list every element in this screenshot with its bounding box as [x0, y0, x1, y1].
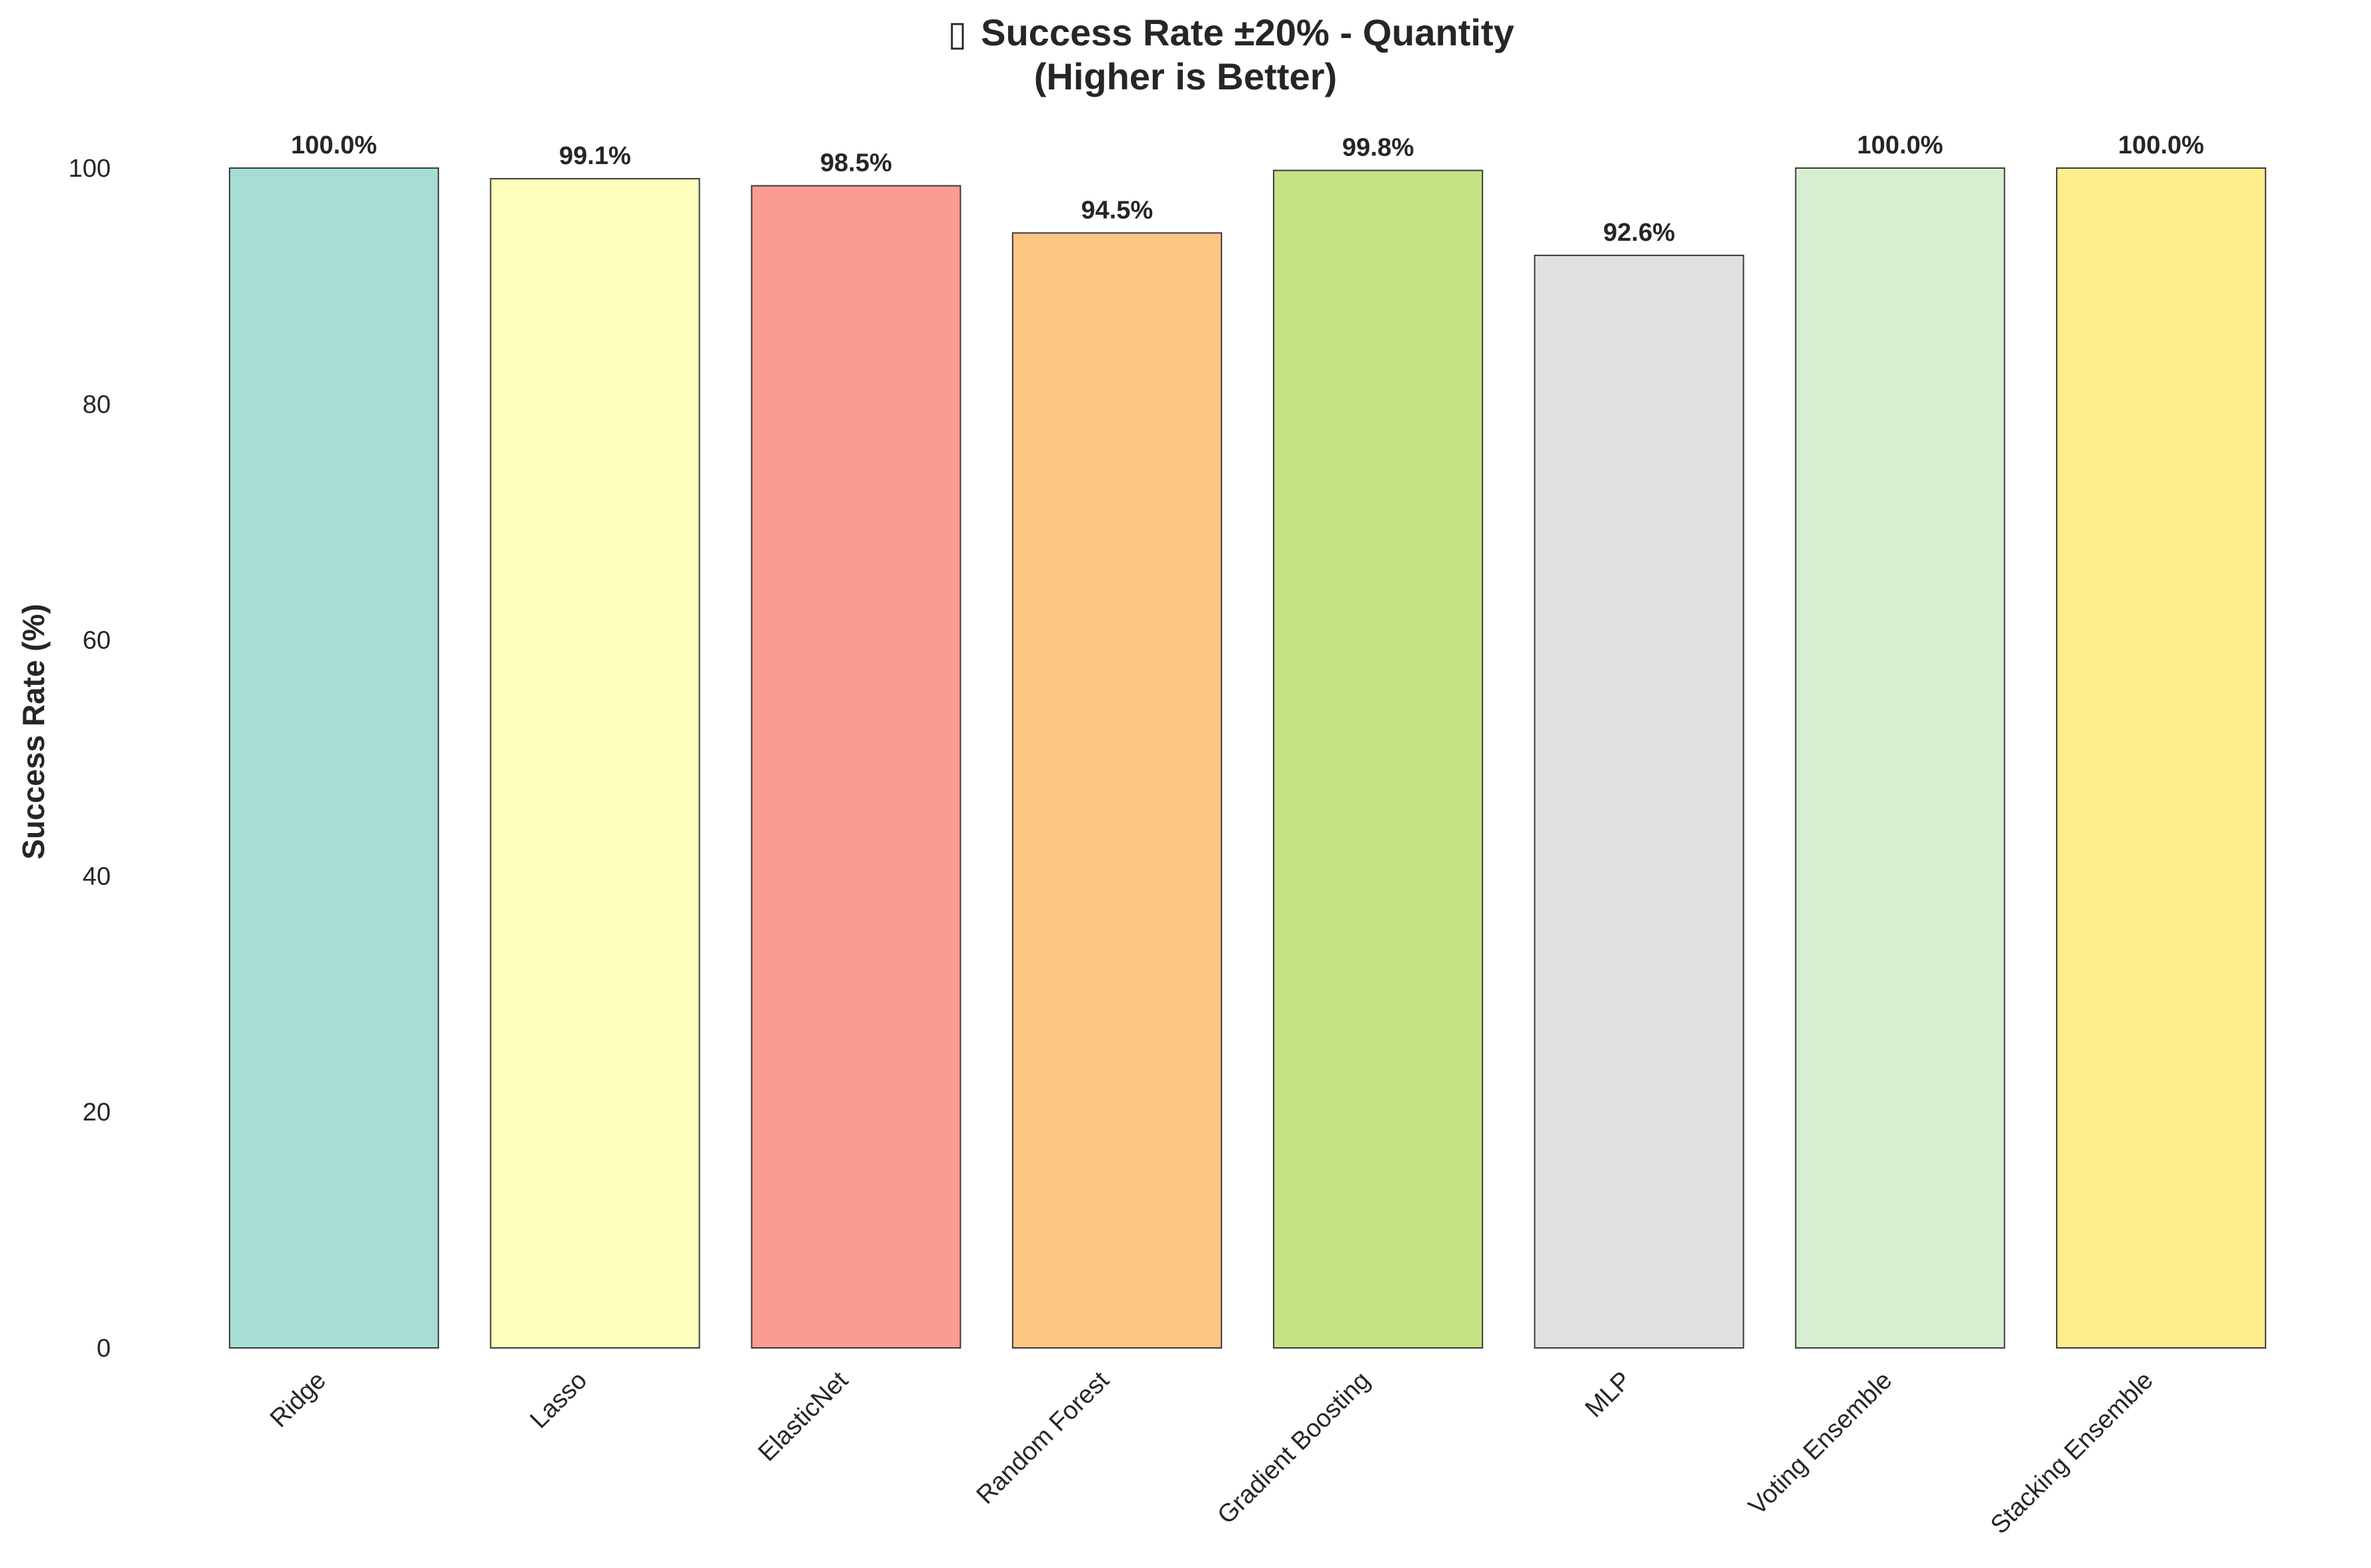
- y-axis-ticks: 0 20 40 60 80 100: [69, 155, 111, 1363]
- x-tick-label: Gradient Boosting: [1212, 1367, 1376, 1530]
- bar: [1534, 255, 1743, 1348]
- bar-value-label: 94.5%: [1081, 196, 1153, 224]
- bar-value-label: 98.5%: [820, 149, 892, 177]
- bar-value-label: 100.0%: [1857, 131, 1943, 159]
- x-tick-label: Voting Ensemble: [1743, 1367, 1897, 1521]
- bar: [1013, 233, 1222, 1348]
- x-tick-label: Stacking Ensemble: [1985, 1367, 2159, 1540]
- bar: [752, 186, 961, 1348]
- x-tick-label: Random Forest: [971, 1366, 1115, 1509]
- y-tick-label: 60: [83, 627, 111, 655]
- y-axis-label: Success Rate (%): [16, 604, 51, 860]
- bar-value-label: 100.0%: [2118, 131, 2204, 159]
- bar: [2057, 168, 2266, 1348]
- bar: [1274, 171, 1482, 1348]
- x-tick-label: Ridge: [265, 1367, 332, 1433]
- bar-value-label: 92.6%: [1603, 219, 1675, 247]
- x-tick-label: MLP: [1580, 1367, 1636, 1423]
- bar-value-label: 100.0%: [291, 131, 377, 159]
- bars-group: [229, 168, 2266, 1348]
- chart-icon: ▯: [948, 14, 967, 54]
- bar-value-label: 99.1%: [559, 142, 631, 170]
- bar-value-label: 99.8%: [1342, 134, 1414, 162]
- chart-title: Success Rate ±20% - Quantity: [981, 11, 1514, 53]
- bar: [229, 168, 438, 1348]
- x-tick-label: ElasticNet: [753, 1366, 854, 1467]
- y-tick-label: 0: [97, 1335, 111, 1363]
- y-tick-label: 20: [83, 1098, 111, 1126]
- bar: [490, 179, 699, 1348]
- y-tick-label: 40: [83, 862, 111, 890]
- x-axis-ticks: Ridge Lasso ElasticNet Random Forest Gradien…: [265, 1366, 2159, 1539]
- y-tick-label: 80: [83, 391, 111, 419]
- bar: [1796, 168, 2005, 1348]
- y-tick-label: 100: [69, 155, 111, 183]
- x-tick-label: Lasso: [525, 1367, 592, 1434]
- chart-subtitle: (Higher is Better): [1034, 55, 1337, 97]
